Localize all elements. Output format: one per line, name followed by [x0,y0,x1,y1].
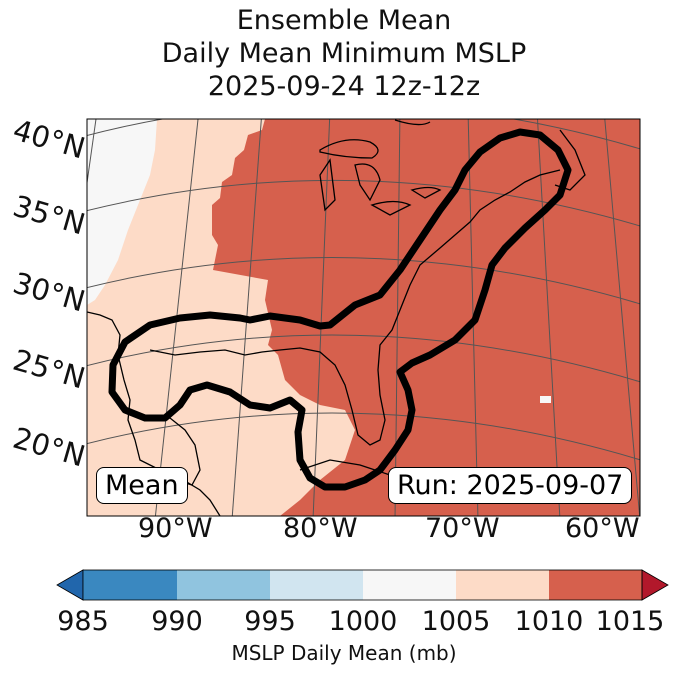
colorbar-tick-990: 990 [151,606,203,637]
lon-label-70w: 70°W [425,513,500,544]
coast-gulf [87,311,221,516]
lake-erie [370,200,412,216]
mslp-field-1000 [87,119,157,305]
parallel-20n [87,412,640,461]
colorbar-tick-995: 995 [244,606,296,637]
meridian-80w [312,119,331,516]
mean-label-box: Mean [96,467,188,504]
lon-label-60w: 60°W [565,513,640,544]
colorbar-bin-1000 [363,570,456,600]
colorbar-tick-1000: 1000 [328,606,398,637]
colorbar-bin-1010 [549,570,642,600]
colorbar-label: MSLP Daily Mean (mb) [231,641,457,665]
lake-superior [319,139,379,159]
mslp-speck [540,396,551,403]
lake-huron [354,163,381,202]
colorbar-over-arrow [641,569,669,601]
colorbar-bin-995 [270,570,363,600]
meridian-90w [154,119,199,516]
lon-label-90w: 90°W [138,513,213,544]
parallel-40n [87,119,640,150]
colorbar-bin-1005 [456,570,549,600]
parallel-25n [87,334,640,383]
lake-ontario [410,186,442,199]
map-frame [86,118,641,517]
colorbar [56,569,669,601]
ensemble-contour [108,128,572,491]
colorbar-bin-990 [177,570,270,600]
colorbar-tick-1005: 1005 [421,606,491,637]
meridian-85w [231,119,262,516]
meridian-60w [604,119,640,516]
parallel-30n [87,257,640,305]
title-line-3: 2025-09-24 12z-12z [207,71,481,102]
colorbar-tick-1015: 1015 [595,606,665,637]
parallel-35n [87,179,640,227]
meridian-65w [537,119,561,516]
colorbar-bin-985 [83,570,177,600]
colorbar-tick-1010: 1010 [514,606,584,637]
map-area [87,119,640,516]
title-line-1: Ensemble Mean [236,5,452,36]
coast-gulf-north [149,169,561,446]
run-date-box: Run: 2025-09-07 [388,467,633,504]
colorbar-under-arrow [56,569,84,601]
lon-label-80w: 80°W [283,513,358,544]
colorbar-outline [82,569,643,601]
lake-michigan [319,158,336,212]
title-line-2: Daily Mean Minimum MSLP [161,38,527,69]
coast-hudson [394,119,431,126]
colorbar-tick-985: 985 [57,606,109,637]
